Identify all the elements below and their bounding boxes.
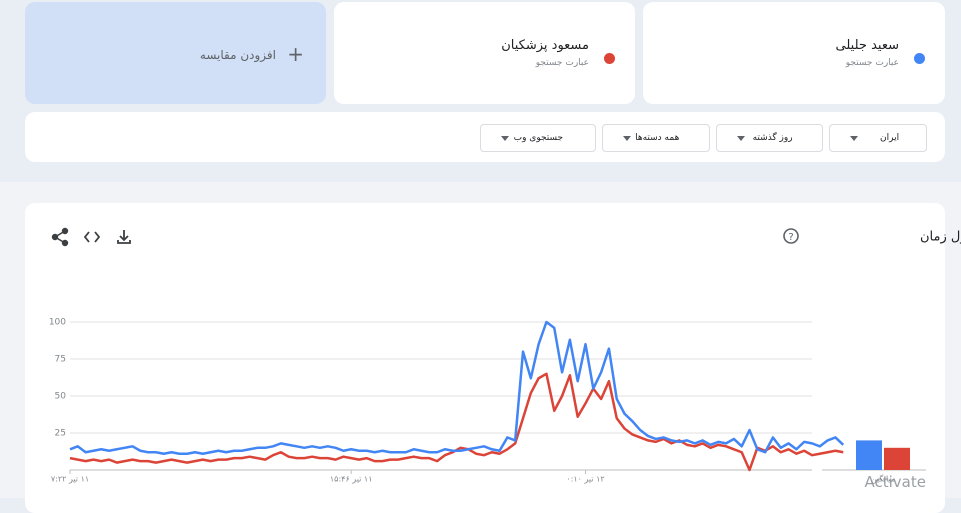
embed-icon[interactable] — [83, 231, 101, 243]
term-label: عبارت جستجو — [535, 58, 589, 68]
filter-dropdown[interactable]: روز گذشته — [716, 124, 823, 152]
filter-label: جستجوی وب — [513, 133, 564, 143]
x-tick-label: ۱۱ تیر ۷:۲۲ — [51, 475, 89, 484]
chart-title: گرایش در طول زمان — [920, 229, 961, 245]
x-tick-label: ۱۱ تیر ۱۵:۴۶ — [330, 475, 373, 484]
plus-icon: + — [287, 42, 304, 66]
share-icon[interactable] — [51, 227, 69, 247]
filter-label: روز گذشته — [752, 133, 793, 143]
page: سعید جلیلی عبارت جستجو مسعود پزشکیان عبا… — [25, 2, 961, 513]
filter-label: همه دسته‌ها — [635, 133, 680, 143]
term-label: عبارت جستجو — [845, 58, 899, 68]
watermark: Activate — [865, 473, 926, 491]
filter-dropdown[interactable]: جستجوی وب — [480, 124, 596, 152]
y-tick-label: 100 — [49, 318, 66, 328]
y-tick-label: 25 — [55, 429, 66, 439]
average-label: میانگین — [871, 474, 895, 484]
filter-dropdown[interactable]: ایران — [829, 124, 927, 152]
legend-dot — [604, 53, 615, 64]
x-tick-label: ۱۲ تیر ۰:۱۰ — [566, 475, 604, 484]
y-tick-label: 75 — [55, 355, 66, 365]
add-label: افزودن مقایسه — [199, 48, 276, 62]
series-line — [69, 320, 845, 455]
y-tick-label: 50 — [55, 392, 67, 402]
chart: گرایش در طول زمان ? Activate 25 50 75 100 ۱۱… — [49, 227, 961, 491]
legend-label: سعید جلیلی — [835, 38, 899, 53]
legend-label: مسعود پزشکیان — [501, 38, 589, 53]
average-bar — [884, 447, 910, 470]
average-bar — [856, 440, 882, 470]
svg-text:?: ? — [788, 232, 793, 243]
filter-label: ایران — [880, 133, 900, 143]
add-compare[interactable]: + افزودن مقایسه — [25, 2, 326, 104]
series-line — [69, 372, 844, 472]
term-card[interactable]: مسعود پزشکیان عبارت جستجو — [334, 2, 635, 104]
download-icon[interactable] — [117, 230, 131, 244]
legend-dot — [914, 53, 925, 64]
filter-dropdown[interactable]: همه دسته‌ها — [602, 124, 710, 152]
term-card[interactable]: سعید جلیلی عبارت جستجو — [643, 2, 945, 104]
help-icon[interactable]: ? — [783, 228, 799, 244]
